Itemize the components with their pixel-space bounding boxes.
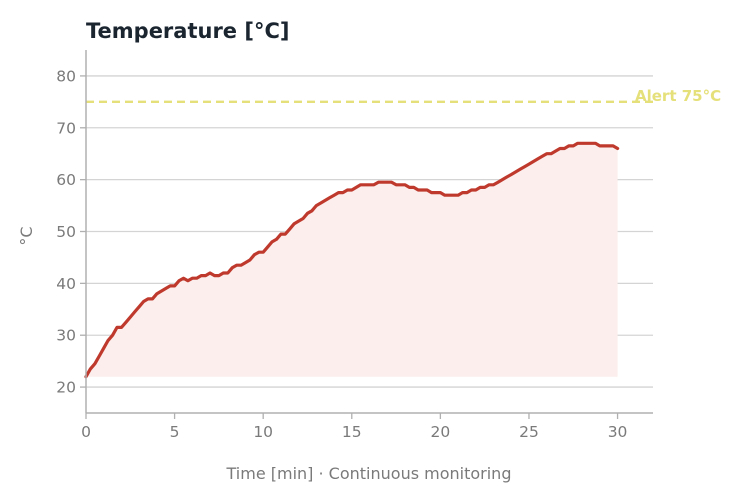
alert-label: Alert 75°C (635, 87, 721, 105)
x-axis-label: Time [min] · Continuous monitoring (226, 464, 512, 483)
x-tick-label-15: 15 (342, 423, 362, 441)
x-tick-label-30: 30 (608, 423, 628, 441)
y-tick-label-70: 70 (56, 119, 76, 137)
y-tick-label-80: 80 (56, 67, 76, 85)
x-tick-label-25: 25 (519, 423, 539, 441)
x-tick-label-5: 5 (170, 423, 180, 441)
y-axis-label: °C (17, 226, 36, 245)
y-tick-label-20: 20 (56, 379, 76, 397)
y-tick-label-40: 40 (56, 275, 76, 293)
temperature-area-fill (86, 143, 618, 377)
chart-title: Temperature [°C] (86, 19, 289, 43)
x-axis-ticks: 0 5 10 15 20 25 30 (81, 413, 627, 441)
temperature-series-line (84, 141, 620, 379)
y-tick-label-50: 50 (56, 223, 76, 241)
y-tick-label-30: 30 (56, 327, 76, 345)
x-tick-label-0: 0 (81, 423, 91, 441)
y-axis-ticks: 20 30 40 50 60 70 80 (56, 67, 86, 397)
y-tick-label-60: 60 (56, 171, 76, 189)
x-tick-label-10: 10 (253, 423, 273, 441)
x-tick-label-20: 20 (431, 423, 451, 441)
